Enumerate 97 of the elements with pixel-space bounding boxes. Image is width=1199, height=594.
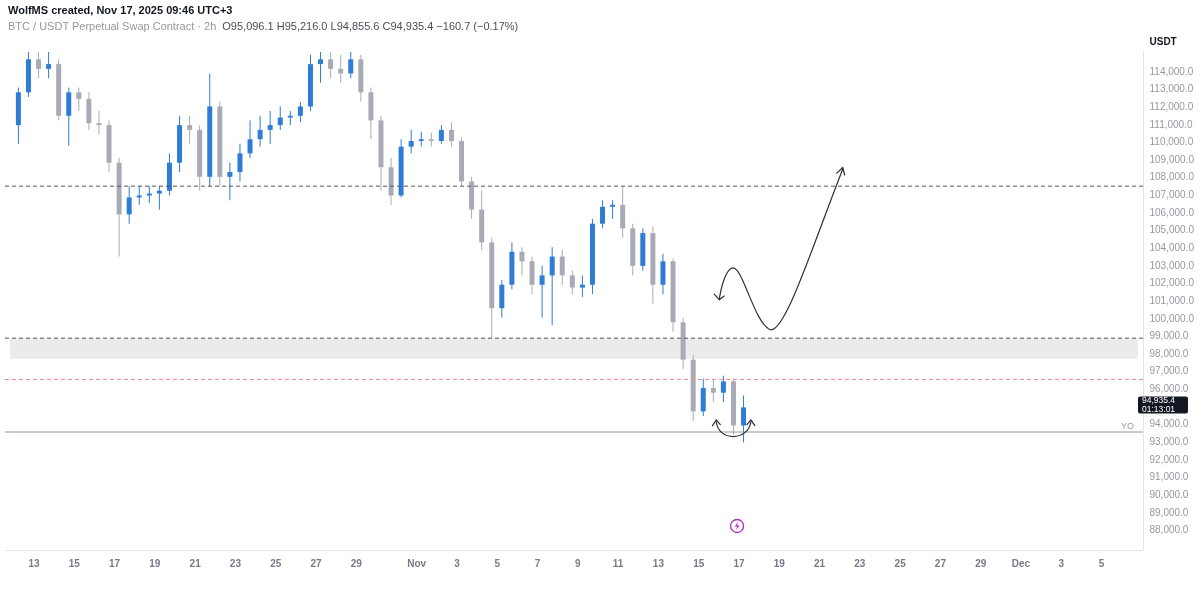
candlestick: [549, 246, 555, 326]
x-tick-label: 25: [894, 557, 907, 569]
x-tick-label: 9: [575, 557, 582, 569]
candlestick: [277, 105, 283, 131]
y-tick-label: 112,000.0: [1149, 100, 1194, 112]
y-tick-label: 104,000.0: [1149, 242, 1195, 254]
candlestick: [539, 265, 545, 319]
x-tick-label: 13: [652, 557, 665, 569]
candlestick: [247, 119, 253, 159]
chart-subtitle: O95,096.1 H95,216.0 L94,855.6 C94,935.4 −160.7 (−0.17%): [222, 20, 519, 32]
candlestick: [76, 87, 82, 112]
y-tick-label: 93,000.0: [1149, 436, 1189, 448]
x-tick-label: 19: [149, 557, 161, 569]
candlestick: [720, 375, 726, 403]
y-tick-label: 105,000.0: [1149, 224, 1195, 236]
candlestick: [318, 51, 324, 84]
candlestick: [348, 51, 354, 79]
candlestick: [569, 270, 575, 295]
y-tick-label: 111,000.0: [1149, 118, 1193, 130]
candlestick: [96, 110, 102, 135]
x-tick-label: 17: [733, 557, 745, 569]
y-tick-label: 97,000.0: [1149, 365, 1189, 377]
y-tick-label: 102,000.0: [1149, 277, 1195, 289]
y-tick-label: 98,000.0: [1149, 347, 1189, 359]
x-tick-label: 25: [270, 557, 282, 569]
y-tick-label: 114,000.0: [1149, 65, 1194, 77]
y-tick-label: 90,000.0: [1149, 488, 1189, 500]
candlestick: [227, 162, 233, 201]
candlestick: [741, 395, 747, 443]
x-tick-label: 5: [1098, 557, 1105, 569]
candlestick: [710, 378, 716, 403]
x-tick-label: 13: [28, 557, 40, 569]
candlestick: [66, 87, 72, 147]
y-tick-label: 99,000.0: [1149, 330, 1189, 342]
x-tick-label: 23: [229, 557, 242, 569]
candlestick: [499, 279, 505, 319]
y-tick-label: 108,000.0: [1149, 171, 1195, 183]
y-tick-label: 88,000.0: [1149, 524, 1189, 536]
candlestick: [267, 110, 273, 145]
candlestick: [559, 249, 565, 286]
x-tick-label: 27: [934, 557, 947, 569]
x-tick-label: 27: [310, 557, 322, 569]
candlestick: [600, 199, 606, 229]
y-tick-label: 96,000.0: [1149, 383, 1189, 395]
candlestick: [36, 51, 42, 79]
candlestick: [700, 378, 706, 417]
y-tick-label: 89,000.0: [1149, 506, 1189, 518]
text: WolfMS created, Nov 17, 2025 09:46 UTC+3: [8, 3, 234, 18]
x-tick-label: Nov: [407, 557, 427, 569]
x-tick-label: 21: [189, 557, 202, 569]
x-tick-label: 29: [350, 557, 363, 569]
candlestick: [156, 185, 162, 211]
x-tick-label: 15: [68, 557, 81, 569]
y-tick-label: 110,000.0: [1149, 136, 1194, 148]
x-tick-label: 23: [854, 557, 866, 569]
y-tick-label: 113,000.0: [1149, 83, 1194, 95]
x-tick-label: 29: [975, 557, 987, 569]
candlestick: [408, 129, 414, 154]
y-tick-label: 103,000.0: [1149, 259, 1195, 271]
candlestick: [46, 51, 52, 79]
candlestick: [579, 274, 585, 298]
x-tick-label: 19: [773, 557, 786, 569]
x-tick-label: 11: [612, 557, 624, 569]
ref-line-label: YO: [1120, 421, 1134, 432]
y-tick-label: 107,000.0: [1149, 189, 1195, 201]
y-tick-label: 106,000.0: [1149, 206, 1195, 218]
candlestick: [438, 124, 444, 145]
x-tick-label: 21: [814, 557, 826, 569]
candlestick: [620, 185, 626, 239]
candlestick: [448, 121, 454, 148]
chart-title: BTC / USDT Perpetual Swap Contract · 2h: [8, 20, 217, 32]
candlestick: [187, 115, 193, 145]
y-tick-label: 91,000.0: [1149, 471, 1189, 483]
x-tick-label: 15: [693, 557, 705, 569]
x-tick-label: 5: [494, 557, 501, 569]
candlestick: [328, 51, 334, 79]
candlestick: [519, 246, 525, 276]
x-tick-label: 17: [109, 557, 121, 569]
y-tick-label: 101,000.0: [1149, 294, 1195, 306]
candlestick: [257, 115, 263, 148]
x-tick-label: 3: [1058, 557, 1065, 569]
x-tick-label: 7: [534, 557, 541, 569]
y-tick-label: 92,000.0: [1149, 453, 1189, 465]
candlestick: [297, 101, 303, 123]
annotation: 94,935.4: [1142, 395, 1176, 406]
y-tick-label: 100,000.0: [1149, 312, 1195, 324]
candlestick: [529, 256, 535, 295]
candlestick: [237, 143, 243, 182]
y-tick-label: 94,000.0: [1149, 418, 1189, 430]
y-axis-title: USDT: [1149, 35, 1177, 47]
candlestick: [660, 253, 666, 295]
x-tick-label: Dec: [1011, 557, 1031, 569]
x-tick-label: 3: [454, 557, 461, 569]
candlestick: [610, 199, 616, 220]
y-tick-label: 109,000.0: [1149, 153, 1195, 165]
annotation: 01:13:01: [1142, 404, 1176, 415]
candlestick: [126, 185, 132, 225]
